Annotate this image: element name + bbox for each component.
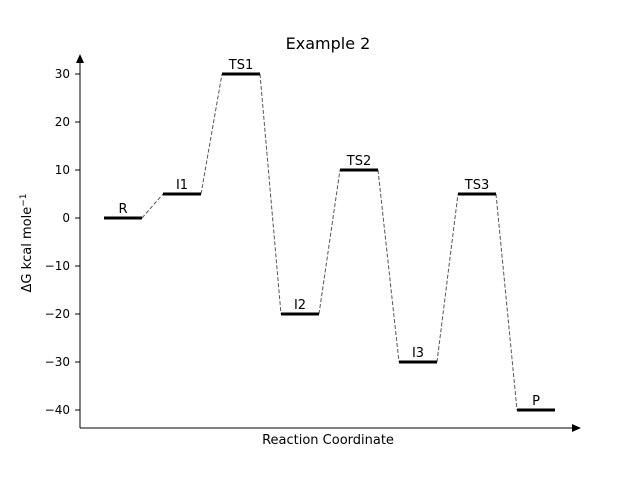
y-axis	[76, 54, 84, 428]
connector-lines	[141, 73, 518, 411]
y-tick-label: −10	[45, 259, 70, 273]
y-tick-label: −20	[45, 307, 70, 321]
y-axis-label-superscript: −1	[19, 194, 29, 207]
connector-line	[141, 193, 164, 219]
y-ticks: 30 20 10 0 −10 −20 −30 −40	[45, 67, 80, 417]
chart-title: Example 2	[286, 34, 371, 53]
x-axis	[80, 424, 581, 432]
connector-line	[436, 193, 459, 363]
connector-line	[200, 73, 223, 195]
energy-level-label: I2	[294, 298, 306, 313]
y-tick-label: 0	[62, 211, 70, 225]
connector-line	[259, 73, 282, 315]
y-axis-label-main: ΔG kcal mole	[20, 207, 35, 293]
energy-level-label: TS3	[464, 178, 489, 193]
energy-level-label: I1	[176, 178, 188, 193]
energy-level-label: R	[118, 202, 127, 217]
connector-line	[495, 193, 518, 411]
y-axis-label: ΔG kcal mole−1	[19, 194, 35, 293]
y-tick-label: −40	[45, 403, 70, 417]
connector-line	[318, 169, 341, 315]
energy-level-label: P	[532, 394, 540, 409]
y-tick-label: −30	[45, 355, 70, 369]
y-tick-label: 10	[55, 163, 70, 177]
connector-line	[377, 169, 400, 363]
energy-level-label: TS1	[228, 58, 253, 73]
energy-levels: R I1 TS1 I2 TS2 I3 TS3 P	[104, 58, 555, 412]
energy-level-label: TS2	[346, 154, 371, 169]
y-axis-arrowhead	[76, 54, 84, 63]
y-tick-label: 30	[55, 67, 70, 81]
x-axis-arrowhead	[572, 424, 581, 432]
y-tick-label: 20	[55, 115, 70, 129]
energy-level-label: I3	[412, 346, 424, 361]
x-axis-label: Reaction Coordinate	[262, 433, 394, 448]
